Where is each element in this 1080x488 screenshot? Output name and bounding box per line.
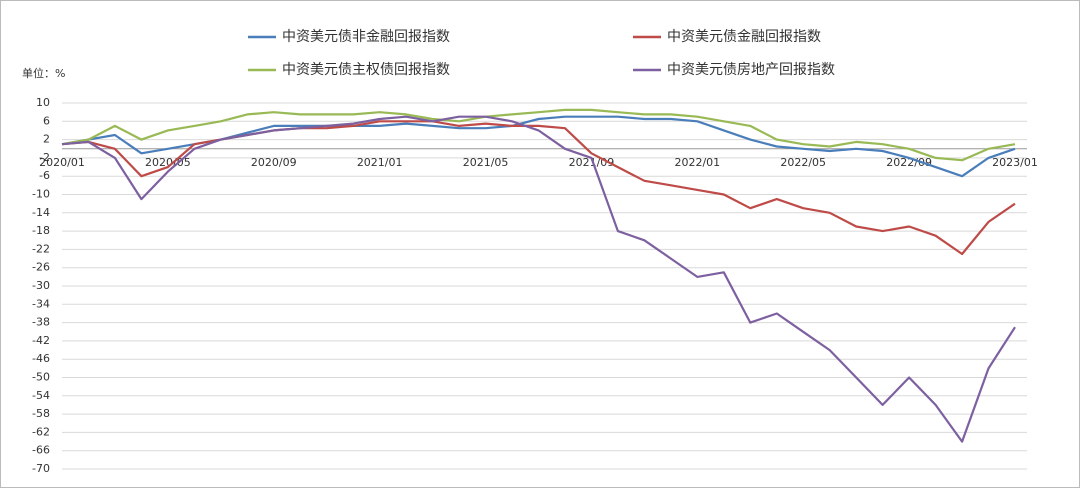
y-tick-label: -58 — [32, 407, 50, 420]
y-tick-label: -2 — [39, 151, 50, 164]
x-tick-label: 2023/01 — [992, 156, 1038, 169]
x-tick-label: 2022/01 — [674, 156, 720, 169]
y-tick-label: -46 — [32, 352, 50, 365]
x-tick-label: 2020/01 — [39, 156, 85, 169]
y-tick-label: 10 — [36, 96, 50, 109]
y-tick-label: -6 — [39, 169, 50, 182]
y-tick-label: -54 — [32, 389, 50, 402]
y-tick-label: 2 — [43, 133, 50, 146]
y-tick-label: -42 — [32, 334, 50, 347]
series-line — [61, 108, 1016, 162]
x-tick-label: 2020/09 — [251, 156, 297, 169]
x-tick-label: 2021/01 — [357, 156, 403, 169]
x-tick-label: 2022/09 — [886, 156, 932, 169]
legend-label: 中资美元债房地产回报指数 — [667, 62, 835, 78]
y-tick-label: -10 — [32, 188, 50, 201]
x-tick-label: 2021/05 — [463, 156, 509, 169]
legend-label: 中资美元债主权债回报指数 — [282, 62, 450, 78]
y-tick-label: -30 — [32, 279, 50, 292]
y-tick-label: -14 — [32, 206, 50, 219]
y-tick-label: -22 — [32, 242, 50, 255]
x-tick-label: 2022/05 — [780, 156, 826, 169]
y-tick-label: -26 — [32, 261, 50, 274]
y-tick-label: -62 — [32, 425, 50, 438]
legend-label: 中资美元债非金融回报指数 — [282, 29, 450, 45]
y-tick-label: -18 — [32, 224, 50, 237]
legend-label: 中资美元债金融回报指数 — [667, 29, 821, 45]
y-tick-label: -70 — [32, 462, 50, 475]
y-tick-label: -66 — [32, 444, 50, 457]
x-tick-label: 2020/05 — [145, 156, 191, 169]
y-tick-label: 6 — [43, 114, 50, 127]
y-tick-label: -34 — [32, 297, 50, 310]
series-line — [61, 115, 1016, 443]
y-tick-label: -50 — [32, 371, 50, 384]
y-tick-label: -38 — [32, 316, 50, 329]
y-axis-label: 单位：% — [22, 66, 65, 80]
